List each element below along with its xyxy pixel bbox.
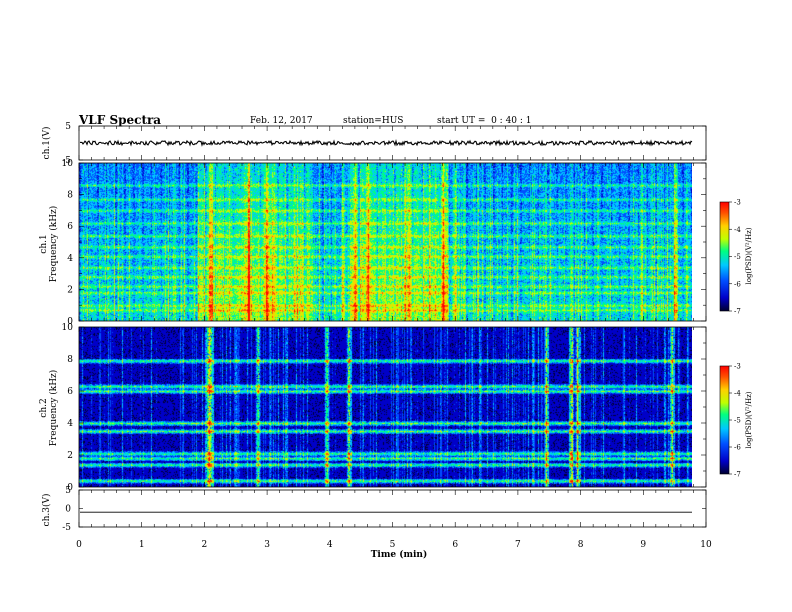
y-tick-label: 4	[67, 254, 73, 264]
ch1-waveform-trace	[79, 138, 693, 147]
colorbar-tick-label: -5	[734, 253, 741, 261]
y-tick-label: 0	[67, 317, 73, 327]
x-tick-label: 3	[264, 540, 270, 550]
ch2-spectrogram	[79, 327, 692, 487]
ch2-spectrogram-ylabel: ch.2 Frequency (kHz)	[39, 370, 59, 447]
y-tick-label: -5	[62, 523, 71, 533]
ch1-colorbar-label: log(PSD)(V²/Hz)	[745, 227, 753, 284]
svg-text:ch.2: ch.2	[39, 398, 49, 417]
x-tick-label: 9	[640, 540, 646, 550]
svg-text:Frequency (kHz): Frequency (kHz)	[48, 206, 59, 283]
x-tick-label: 1	[139, 540, 145, 550]
colorbar-tick-label: -6	[734, 280, 741, 288]
panel-frame	[78, 125, 707, 161]
colorbar-tick-label: -4	[734, 226, 741, 234]
colorbar-tick-label: -7	[734, 308, 741, 316]
y-tick-label: 8	[67, 355, 73, 365]
y-tick-label: 4	[67, 419, 73, 429]
ch2-colorbar: -3 -4 -5 -6 -7 log(PSD)(V²/Hz)	[719, 363, 753, 479]
colorbar-tick-label: -4	[734, 390, 741, 398]
ch1-spectrogram	[79, 163, 692, 321]
ch1-waveform	[79, 138, 693, 147]
svg-text:ch.1: ch.1	[39, 234, 49, 253]
x-tick-label: 5	[390, 540, 396, 550]
colorbar-tick-label: -3	[734, 363, 741, 371]
y-tick-label: 10	[62, 159, 74, 169]
x-tick-label: 0	[76, 540, 82, 550]
ch1-spectrogram-ylabel: ch.1 Frequency (kHz)	[39, 206, 59, 283]
svg-text:Frequency (kHz): Frequency (kHz)	[48, 370, 59, 447]
y-tick-label: 2	[67, 285, 73, 295]
y-tick-label: 0	[67, 483, 73, 493]
x-tick-label: 2	[202, 540, 208, 550]
x-axis-label: Time (min)	[371, 549, 428, 560]
colorbar-tick-label: -7	[734, 471, 741, 479]
x-tick-label: 8	[578, 540, 584, 550]
colorbar-tick-label: -5	[734, 417, 741, 425]
x-tick-label: 7	[515, 540, 521, 550]
header-station: station=HUS	[343, 116, 403, 126]
figure-title: VLF Spectra	[78, 113, 161, 127]
y-tick-label: 6	[67, 222, 73, 232]
colorbar-tick-label: -6	[734, 444, 741, 452]
ch2-colorbar-label: log(PSD)(V²/Hz)	[745, 391, 753, 448]
y-tick-label: 10	[62, 323, 74, 333]
ch1-colorbar: -3 -4 -5 -6 -7 log(PSD)(V²/Hz)	[719, 199, 753, 316]
panel-frame	[78, 489, 707, 528]
header-start-time: start UT = 0 : 40 : 1	[437, 116, 532, 126]
axis-ticks	[78, 125, 707, 528]
header-date: Feb. 12, 2017	[250, 116, 313, 126]
x-tick-label: 4	[327, 540, 333, 550]
y-tick-label: -5	[62, 156, 71, 166]
ch3-waveform-ylabel: ch.3(V)	[41, 494, 52, 527]
x-tick-label: 10	[700, 540, 712, 550]
y-tick-label: 2	[67, 451, 73, 461]
y-tick-label: 5	[65, 122, 71, 132]
colorbar-tick-label: -3	[734, 199, 741, 207]
y-tick-label: 0	[65, 505, 71, 515]
y-tick-label: 5	[65, 486, 71, 496]
ch1-waveform-ylabel: ch.1(V)	[41, 127, 52, 160]
y-tick-label: 6	[67, 387, 73, 397]
y-tick-label: 8	[67, 191, 73, 201]
x-tick-label: 6	[452, 540, 458, 550]
